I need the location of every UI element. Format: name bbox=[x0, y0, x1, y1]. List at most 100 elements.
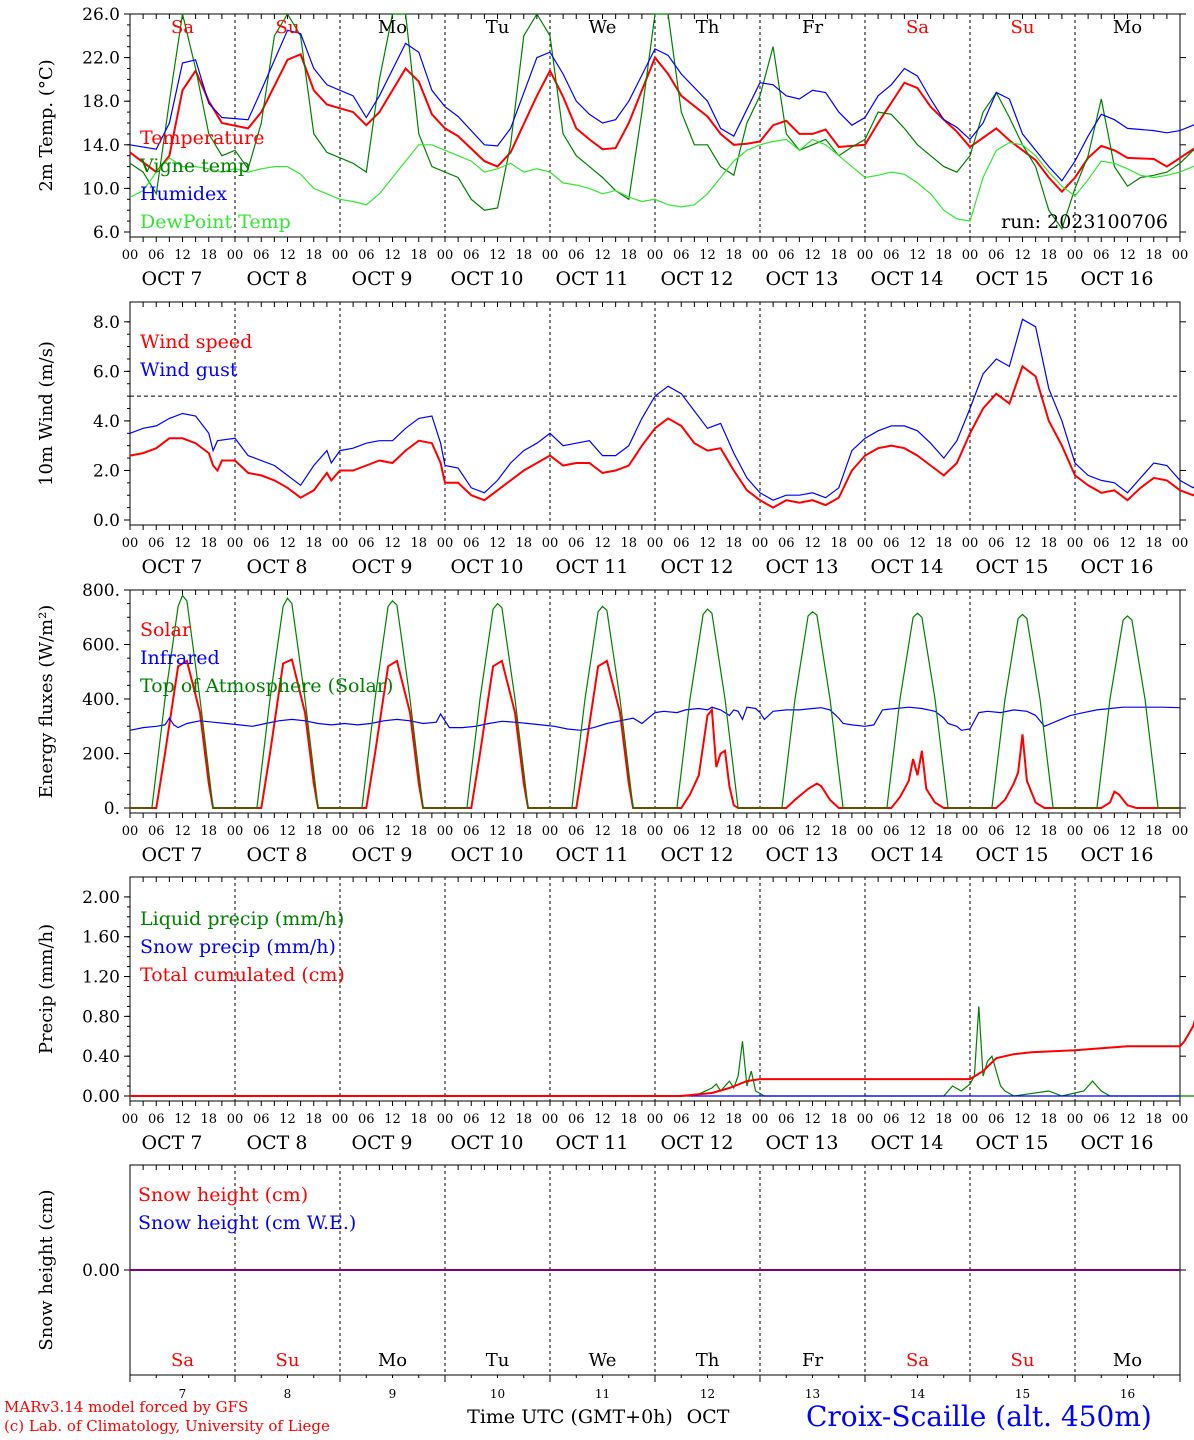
weekday-label: Mo bbox=[1113, 17, 1142, 38]
hour-tick-label: 12 bbox=[489, 824, 506, 839]
y-axis-label: Snow height (cm) bbox=[36, 1189, 57, 1350]
date-label: OCT 13 bbox=[765, 556, 838, 578]
y-tick-label: 8.0 bbox=[93, 313, 120, 333]
date-label: OCT 16 bbox=[1080, 1132, 1153, 1154]
hour-tick-label: 00 bbox=[962, 536, 979, 551]
hour-tick-label: 00 bbox=[437, 536, 454, 551]
hour-tick-label: 12 bbox=[384, 824, 401, 839]
hour-tick-label: 06 bbox=[1093, 1112, 1110, 1127]
hour-tick-label: 00 bbox=[542, 248, 559, 263]
hour-tick-label: 18 bbox=[410, 1112, 427, 1127]
date-label: OCT 12 bbox=[660, 1132, 733, 1154]
hour-tick-label: 00 bbox=[227, 536, 244, 551]
hour-tick-label: 06 bbox=[988, 536, 1005, 551]
hour-tick-label: 00 bbox=[1172, 536, 1189, 551]
legend-entry: Wind speed bbox=[140, 331, 252, 353]
station-name: Croix-Scaille (alt. 450m) bbox=[806, 1400, 1152, 1433]
y-tick-label: 600. bbox=[82, 636, 120, 656]
hour-tick-label: 00 bbox=[437, 1112, 454, 1127]
hour-tick-label: 12 bbox=[594, 824, 611, 839]
date-label: OCT 11 bbox=[555, 268, 628, 290]
hour-tick-label: 06 bbox=[778, 248, 795, 263]
weekday-label: Tu bbox=[486, 1350, 510, 1371]
date-label: OCT 8 bbox=[247, 1132, 308, 1154]
date-label: OCT 15 bbox=[975, 556, 1048, 578]
date-label: OCT 9 bbox=[352, 268, 413, 290]
series-humidex bbox=[129, 29, 1194, 182]
day-number-label: 10 bbox=[490, 1387, 505, 1401]
hour-tick-label: 18 bbox=[725, 1112, 742, 1127]
hour-tick-label: 06 bbox=[778, 1112, 795, 1127]
hour-tick-label: 06 bbox=[883, 248, 900, 263]
hour-tick-label: 00 bbox=[752, 248, 769, 263]
hour-tick-label: 18 bbox=[515, 536, 532, 551]
hour-tick-label: 18 bbox=[410, 248, 427, 263]
y-tick-label: 400. bbox=[82, 690, 120, 710]
hour-tick-label: 12 bbox=[174, 824, 191, 839]
hour-tick-label: 06 bbox=[253, 536, 270, 551]
hour-tick-label: 12 bbox=[804, 536, 821, 551]
panel-2 bbox=[124, 301, 1194, 530]
date-label: OCT 12 bbox=[660, 844, 733, 866]
hour-tick-label: 00 bbox=[542, 1112, 559, 1127]
hour-tick-label: 00 bbox=[752, 824, 769, 839]
hour-tick-label: 12 bbox=[1119, 536, 1136, 551]
hour-tick-label: 06 bbox=[673, 1112, 690, 1127]
weekday-label: Sa bbox=[906, 1350, 929, 1371]
hour-tick-label: 06 bbox=[883, 824, 900, 839]
hour-tick-label: 18 bbox=[830, 1112, 847, 1127]
date-label: OCT 10 bbox=[450, 556, 523, 578]
hour-tick-label: 18 bbox=[410, 824, 427, 839]
hour-tick-label: 06 bbox=[148, 536, 165, 551]
y-tick-label: 6.0 bbox=[93, 362, 120, 382]
date-label: OCT 8 bbox=[247, 268, 308, 290]
hour-tick-label: 06 bbox=[673, 248, 690, 263]
hour-tick-label: 12 bbox=[804, 1112, 821, 1127]
y-tick-label: 2.00 bbox=[82, 888, 120, 908]
hour-tick-label: 06 bbox=[358, 536, 375, 551]
hour-tick-label: 00 bbox=[542, 536, 559, 551]
hour-tick-label: 18 bbox=[935, 248, 952, 263]
hour-tick-label: 12 bbox=[909, 248, 926, 263]
hour-tick-label: 00 bbox=[752, 1112, 769, 1127]
date-label: OCT 16 bbox=[1080, 268, 1153, 290]
hour-tick-label: 18 bbox=[305, 248, 322, 263]
run-label: run: 2023100706 bbox=[1001, 211, 1168, 233]
hour-tick-label: 18 bbox=[515, 248, 532, 263]
hour-tick-label: 06 bbox=[568, 248, 585, 263]
hour-tick-label: 18 bbox=[200, 1112, 217, 1127]
hour-tick-label: 00 bbox=[227, 248, 244, 263]
date-label: OCT 7 bbox=[142, 844, 203, 866]
hour-tick-label: 12 bbox=[699, 824, 716, 839]
date-label: OCT 14 bbox=[870, 556, 943, 578]
date-label: OCT 7 bbox=[142, 268, 203, 290]
day-number-label: 12 bbox=[700, 1387, 715, 1401]
hour-tick-label: 12 bbox=[699, 536, 716, 551]
y-axis-label: Precip (mm/h) bbox=[36, 924, 57, 1054]
series-infrared bbox=[129, 706, 1181, 731]
hour-tick-label: 06 bbox=[568, 536, 585, 551]
hour-tick-label: 00 bbox=[227, 1112, 244, 1127]
date-label: OCT 14 bbox=[870, 844, 943, 866]
weekday-label: Su bbox=[276, 17, 300, 38]
hour-tick-label: 00 bbox=[647, 248, 664, 263]
weekday-label: Mo bbox=[1113, 1350, 1142, 1371]
hour-tick-label: 00 bbox=[1172, 824, 1189, 839]
weekday-label: Mo bbox=[378, 17, 407, 38]
hour-tick-label: 06 bbox=[253, 1112, 270, 1127]
day-number-label: 8 bbox=[284, 1387, 292, 1401]
legend-entry: DewPoint Temp bbox=[140, 211, 291, 233]
hour-tick-label: 06 bbox=[883, 536, 900, 551]
legend-entry: Infrared bbox=[140, 647, 220, 669]
day-number-label: 13 bbox=[805, 1387, 820, 1401]
model-credit: MARv3.14 model forced by GFS bbox=[4, 1398, 249, 1416]
hour-tick-label: 12 bbox=[279, 536, 296, 551]
hour-tick-label: 18 bbox=[305, 824, 322, 839]
x-axis-label: Time UTC (GMT+0h) bbox=[467, 1406, 673, 1428]
y-axis-label: 2m Temp. (°C) bbox=[36, 59, 57, 191]
panel-4 bbox=[124, 876, 1194, 1106]
hour-tick-label: 12 bbox=[909, 824, 926, 839]
y-tick-label: 0.40 bbox=[82, 1047, 120, 1067]
hour-tick-label: 18 bbox=[410, 536, 427, 551]
